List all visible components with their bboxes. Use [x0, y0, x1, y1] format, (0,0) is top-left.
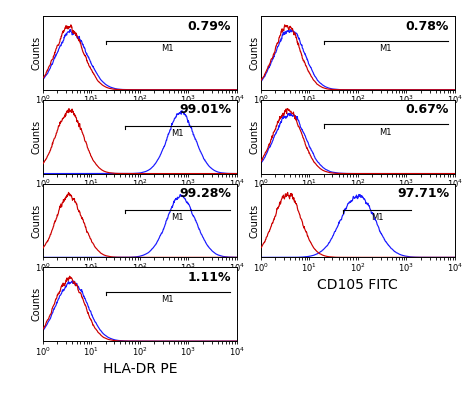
Text: 99.28%: 99.28% [179, 187, 231, 200]
Text: M1: M1 [162, 295, 174, 304]
Y-axis label: Counts: Counts [249, 36, 259, 70]
X-axis label: CD105 FITC: CD105 FITC [318, 278, 398, 292]
Y-axis label: Counts: Counts [31, 203, 41, 237]
X-axis label: CD90 PE: CD90 PE [110, 278, 170, 292]
Text: 0.79%: 0.79% [188, 20, 231, 33]
Y-axis label: Counts: Counts [249, 203, 259, 237]
Text: 1.11%: 1.11% [188, 271, 231, 284]
Text: M1: M1 [371, 213, 383, 222]
X-axis label: CD44 FITC: CD44 FITC [104, 194, 176, 208]
Y-axis label: Counts: Counts [31, 287, 41, 321]
Text: 97.71%: 97.71% [397, 187, 449, 200]
Text: M1: M1 [162, 44, 174, 53]
X-axis label: CD14 PE: CD14 PE [110, 111, 170, 124]
Y-axis label: Counts: Counts [31, 120, 41, 154]
Text: 0.78%: 0.78% [406, 20, 449, 33]
Text: M1: M1 [171, 129, 184, 138]
Text: M1: M1 [380, 44, 392, 53]
Text: 99.01%: 99.01% [179, 103, 231, 117]
X-axis label: CD34 PE: CD34 PE [328, 111, 388, 124]
Y-axis label: Counts: Counts [31, 36, 41, 70]
X-axis label: HLA-DR PE: HLA-DR PE [102, 362, 177, 376]
Text: M1: M1 [171, 213, 184, 222]
Text: 0.67%: 0.67% [406, 103, 449, 117]
X-axis label: CD45 FITC: CD45 FITC [322, 194, 394, 208]
Text: M1: M1 [380, 128, 392, 137]
Y-axis label: Counts: Counts [249, 120, 259, 154]
